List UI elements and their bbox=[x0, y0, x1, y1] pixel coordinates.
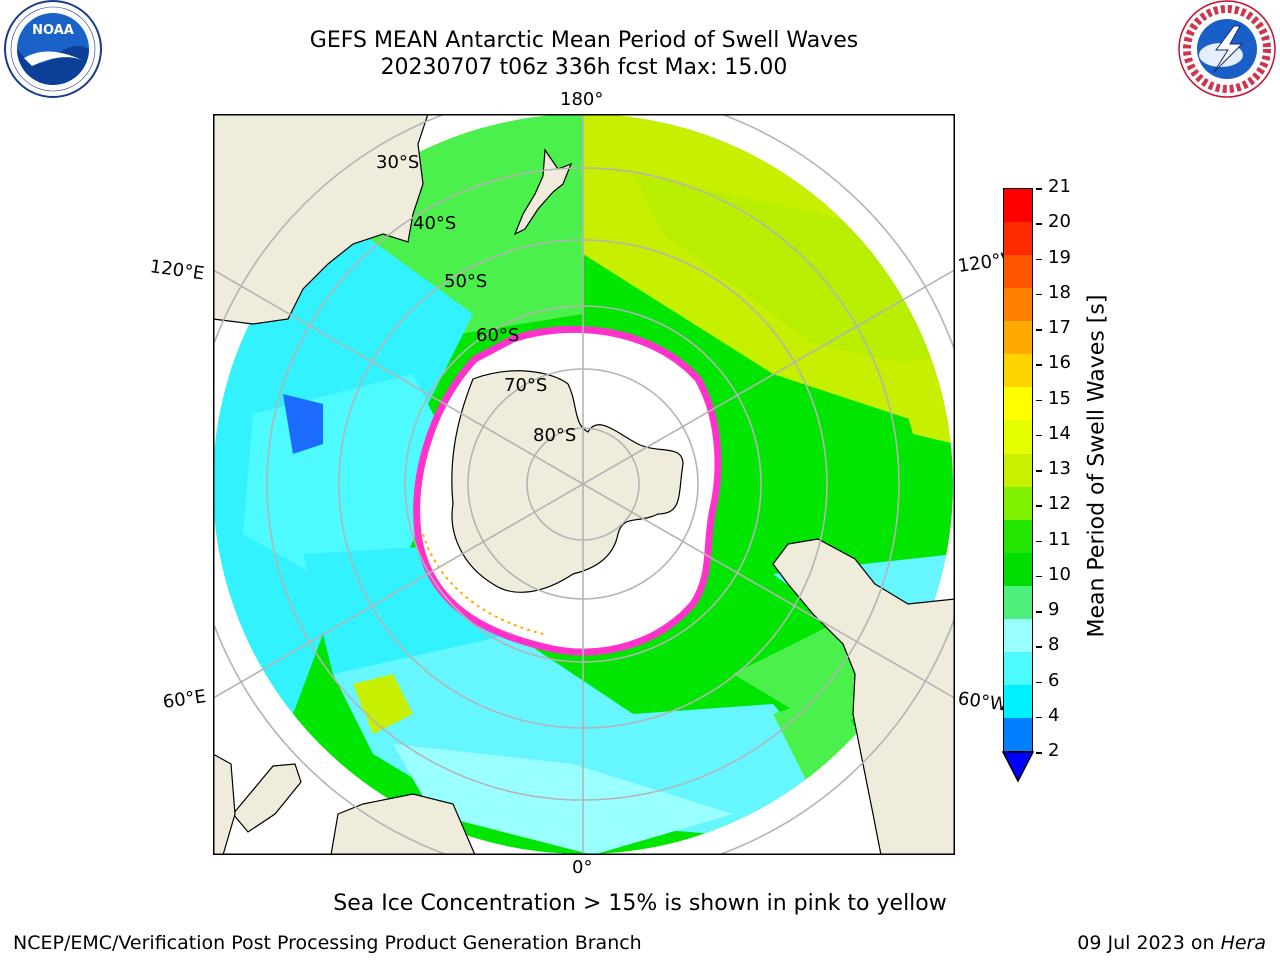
colorbar-tick-label: 20 bbox=[1048, 211, 1071, 233]
antarctica bbox=[451, 370, 684, 593]
colorbar-segment bbox=[1004, 354, 1032, 388]
colorbar-segment bbox=[1004, 684, 1032, 718]
footer-date: 09 Jul 2023 on bbox=[1077, 932, 1221, 954]
colorbar-segment bbox=[1004, 718, 1032, 752]
colorbar-extend-arrow bbox=[1002, 751, 1034, 783]
colorbar-tick-label: 14 bbox=[1048, 422, 1071, 444]
colorbar bbox=[1003, 188, 1033, 752]
colorbar-tick-mark bbox=[1036, 611, 1042, 613]
new-zealand bbox=[513, 148, 573, 236]
colorbar-tick-label: 19 bbox=[1048, 246, 1071, 268]
colorbar-segment bbox=[1004, 552, 1032, 586]
colorbar-ticks: 21 20 19 18 17 16 15 14 13 12 11 10 9 8 6 4 2 bbox=[1036, 176, 1096, 776]
colorbar-segment bbox=[1004, 321, 1032, 355]
noaa-logo-text: NOAA bbox=[32, 23, 74, 38]
colorbar-tick-label: 2 bbox=[1048, 740, 1060, 761]
colorbar-tick-mark bbox=[1036, 716, 1042, 719]
colorbar-tick-label: 18 bbox=[1048, 281, 1071, 303]
colorbar-tick-mark bbox=[1036, 752, 1042, 754]
lon-label-60e: 60°E bbox=[161, 686, 208, 713]
colorbar-tick-label: 15 bbox=[1048, 387, 1071, 409]
colorbar-segment bbox=[1004, 519, 1032, 553]
colorbar-tick-mark bbox=[1036, 364, 1042, 366]
colorbar-tick-mark bbox=[1036, 329, 1042, 331]
colorbar-tick-label: 8 bbox=[1048, 634, 1060, 656]
colorbar-segment bbox=[1004, 420, 1032, 454]
lat-label-40s: 40°S bbox=[413, 213, 457, 234]
colorbar-tick-label: 11 bbox=[1048, 528, 1071, 550]
colorbar-tick-label: 17 bbox=[1048, 317, 1071, 338]
lat-label-50s: 50°S bbox=[444, 271, 488, 292]
colorbar-segment bbox=[1004, 222, 1032, 256]
colorbar-tick-mark bbox=[1036, 223, 1042, 225]
footer-right: 09 Jul 2023 on Hera bbox=[1077, 932, 1266, 954]
noaa-logo: NOAA bbox=[4, 0, 102, 98]
footer-left: NCEP/EMC/Verification Post Processing Pr… bbox=[13, 932, 642, 954]
colorbar-segment bbox=[1004, 585, 1032, 619]
graticule bbox=[213, 114, 955, 855]
colorbar-tick-mark bbox=[1036, 681, 1042, 683]
australia bbox=[213, 114, 429, 325]
footer-host: Hera bbox=[1220, 932, 1266, 954]
colorbar-tick-mark bbox=[1036, 434, 1042, 437]
colorbar-tick-label: 10 bbox=[1048, 563, 1071, 585]
sea-ice-note: Sea Ice Concentration > 15% is shown in … bbox=[333, 891, 947, 916]
colorbar-tick-label: 13 bbox=[1048, 458, 1071, 479]
colorbar-tick-label: 21 bbox=[1048, 176, 1071, 197]
colorbar-label: Mean Period of Swell Waves [s] bbox=[1084, 294, 1110, 638]
madagascar bbox=[232, 763, 302, 833]
colorbar-tick-mark bbox=[1036, 470, 1042, 472]
map-title: GEFS MEAN Antarctic Mean Period of Swell… bbox=[309, 28, 859, 53]
colorbar-segment bbox=[1004, 618, 1032, 652]
lat-label-80s: 80°S bbox=[533, 425, 577, 446]
map-subtitle: 20230707 t06z 336h fcst Max: 15.00 bbox=[380, 55, 788, 80]
colorbar-tick-mark bbox=[1036, 293, 1042, 296]
africa bbox=[330, 793, 476, 855]
colorbar-tick-label: 16 bbox=[1048, 352, 1071, 374]
colorbar-tick-mark bbox=[1036, 540, 1042, 542]
lat-label-60s: 60°S bbox=[476, 325, 520, 346]
colorbar-tick-mark bbox=[1036, 399, 1042, 401]
colorbar-tick-label: 4 bbox=[1048, 704, 1060, 726]
lon-label-180: 180° bbox=[560, 89, 604, 110]
colorbar-segment bbox=[1004, 453, 1032, 487]
colorbar-tick-mark bbox=[1036, 646, 1042, 648]
colorbar-segment bbox=[1004, 387, 1032, 421]
nws-logo bbox=[1178, 0, 1276, 98]
lon-label-60w: 60°W bbox=[956, 688, 1009, 716]
polar-map bbox=[213, 114, 955, 855]
colorbar-tick-label: 9 bbox=[1048, 599, 1060, 620]
colorbar-segment bbox=[1004, 651, 1032, 685]
colorbar-tick-mark bbox=[1036, 258, 1042, 260]
colorbar-segment bbox=[1004, 255, 1032, 289]
colorbar-tick-mark bbox=[1036, 505, 1042, 507]
colorbar-segment bbox=[1004, 288, 1032, 322]
colorbar-tick-mark bbox=[1036, 188, 1042, 190]
lat-label-70s: 70°S bbox=[504, 375, 548, 396]
lon-label-120e: 120°E bbox=[148, 256, 206, 285]
colorbar-tick-label: 12 bbox=[1048, 493, 1071, 515]
colorbar-segment bbox=[1004, 189, 1032, 223]
lat-label-30s: 30°S bbox=[376, 152, 420, 173]
south-america bbox=[772, 538, 955, 855]
lon-label-0: 0° bbox=[572, 857, 593, 878]
colorbar-tick-mark bbox=[1036, 575, 1042, 578]
colorbar-segment bbox=[1004, 486, 1032, 520]
colorbar-tick-label: 6 bbox=[1048, 669, 1060, 691]
